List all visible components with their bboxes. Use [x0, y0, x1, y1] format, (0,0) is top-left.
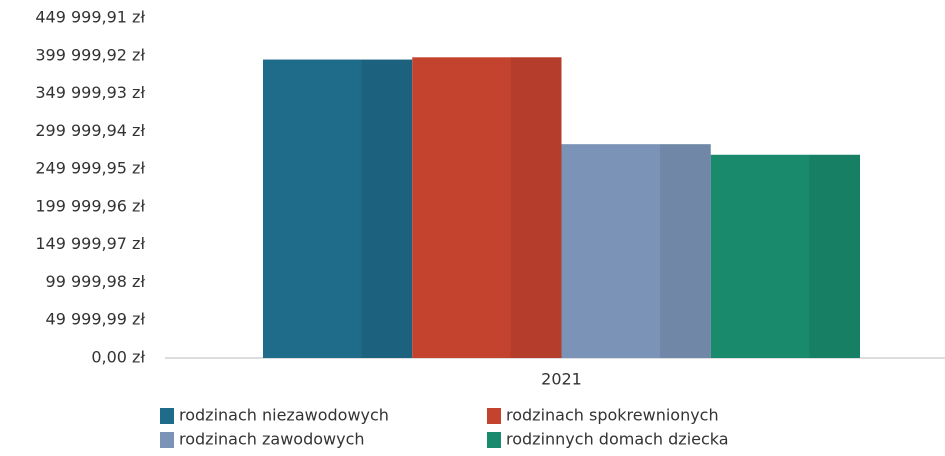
- y-tick-label: 399 999,92 zł: [35, 45, 145, 64]
- y-tick-label: 199 999,96 zł: [35, 196, 145, 215]
- y-tick-label: 149 999,97 zł: [35, 234, 145, 253]
- bar-shade: [510, 57, 562, 359]
- legend-label: rodzinach spokrewnionych: [506, 406, 719, 425]
- bar: [412, 57, 562, 359]
- bar: [263, 59, 413, 359]
- legend-swatch: [160, 432, 174, 448]
- x-tick-label: 2021: [541, 370, 582, 389]
- y-tick-label: 299 999,94 zł: [35, 121, 145, 140]
- y-tick-label: 99 999,98 zł: [46, 272, 146, 291]
- legend-label: rodzinach zawodowych: [179, 430, 365, 449]
- bar: [561, 144, 711, 358]
- bar-shade: [809, 154, 860, 358]
- legend-label: rodzinach niezawodowych: [179, 406, 389, 425]
- legend-swatch: [160, 408, 174, 424]
- bar: [710, 154, 860, 358]
- y-tick-label: 49 999,99 zł: [46, 310, 146, 329]
- y-tick-label: 449 999,91 zł: [35, 8, 145, 27]
- y-tick-label: 249 999,95 zł: [35, 159, 145, 178]
- bar-shade: [660, 144, 711, 358]
- legend-label: rodzinnych domach dziecka: [506, 430, 729, 449]
- bar-shade: [361, 59, 413, 359]
- y-tick-label: 0,00 zł: [91, 348, 145, 367]
- y-tick-label: 349 999,93 zł: [35, 83, 145, 102]
- legend-swatch: [487, 432, 501, 448]
- legend-swatch: [487, 408, 501, 424]
